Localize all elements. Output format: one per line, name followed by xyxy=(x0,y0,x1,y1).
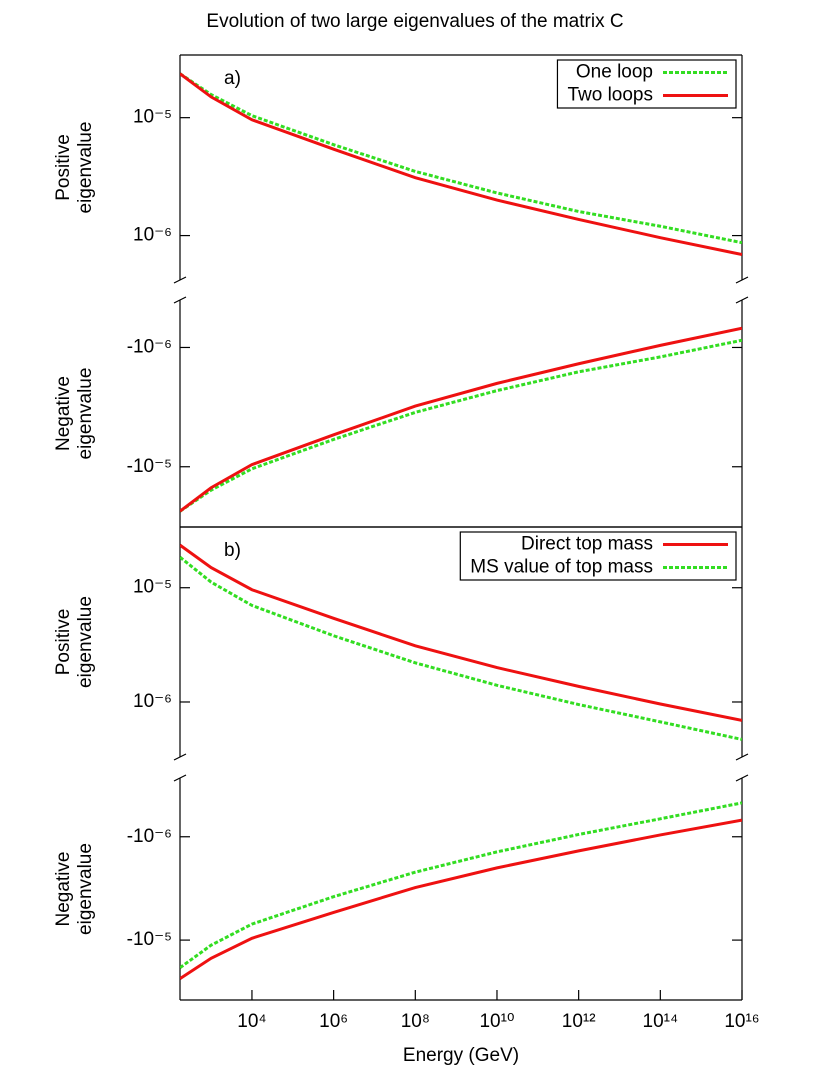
series-line xyxy=(180,72,742,257)
x-tick-label: 10¹⁴ xyxy=(643,1011,679,1032)
y-tick-label: -10⁻⁵ xyxy=(127,456,172,477)
y-axis-label: eigenvalue xyxy=(75,122,96,214)
legend-label: Direct top mass xyxy=(521,534,653,555)
x-tick-label: 10¹⁰ xyxy=(479,1011,514,1032)
y-axis-label: Negative xyxy=(53,852,74,927)
x-tick-label: 10¹⁶ xyxy=(724,1011,759,1032)
x-tick-label: 10¹² xyxy=(562,1011,596,1032)
x-axis-label: Energy (GeV) xyxy=(403,1045,519,1066)
legend-label: One loop xyxy=(576,62,653,83)
y-axis-label: eigenvalue xyxy=(75,843,96,935)
series-line xyxy=(180,338,742,513)
axis-break xyxy=(173,753,187,761)
series-line xyxy=(180,818,742,980)
x-tick-label: 10⁶ xyxy=(319,1011,348,1032)
series-line xyxy=(180,801,742,969)
figure-title: Evolution of two large eigenvalues of th… xyxy=(206,11,623,32)
axis-break xyxy=(173,296,187,304)
y-axis-label: eigenvalue xyxy=(75,368,96,460)
y-axis-label: Positive xyxy=(53,609,74,676)
y-tick-label: 10⁻⁶ xyxy=(133,225,172,246)
axis-break xyxy=(173,774,187,782)
panel-label: b) xyxy=(224,540,241,561)
axis-break xyxy=(173,276,187,284)
series-line xyxy=(180,556,742,741)
legend-box xyxy=(459,531,737,581)
y-tick-label: 10⁻⁵ xyxy=(133,107,172,128)
axis-break xyxy=(735,276,749,284)
panel-label: a) xyxy=(224,68,241,89)
axis-break xyxy=(735,296,749,304)
legend-box xyxy=(556,59,737,109)
y-axis-label: eigenvalue xyxy=(75,596,96,688)
x-tick-label: 10⁸ xyxy=(401,1011,430,1032)
y-tick-label: -10⁻⁶ xyxy=(127,826,172,847)
axis-break xyxy=(735,753,749,761)
series-line xyxy=(180,326,742,513)
y-tick-label: -10⁻⁵ xyxy=(127,929,172,950)
axis-break xyxy=(735,774,749,782)
y-tick-label: 10⁻⁶ xyxy=(133,691,172,712)
y-axis-label: Positive xyxy=(53,134,74,201)
legend-label: MS value of top mass xyxy=(470,557,653,578)
y-axis-label: Negative xyxy=(53,376,74,451)
y-tick-label: -10⁻⁶ xyxy=(127,336,172,357)
x-tick-label: 10⁴ xyxy=(237,1011,266,1032)
legend-label: Two loops xyxy=(567,85,653,106)
y-tick-label: 10⁻⁵ xyxy=(133,577,172,598)
series-line xyxy=(180,543,742,722)
